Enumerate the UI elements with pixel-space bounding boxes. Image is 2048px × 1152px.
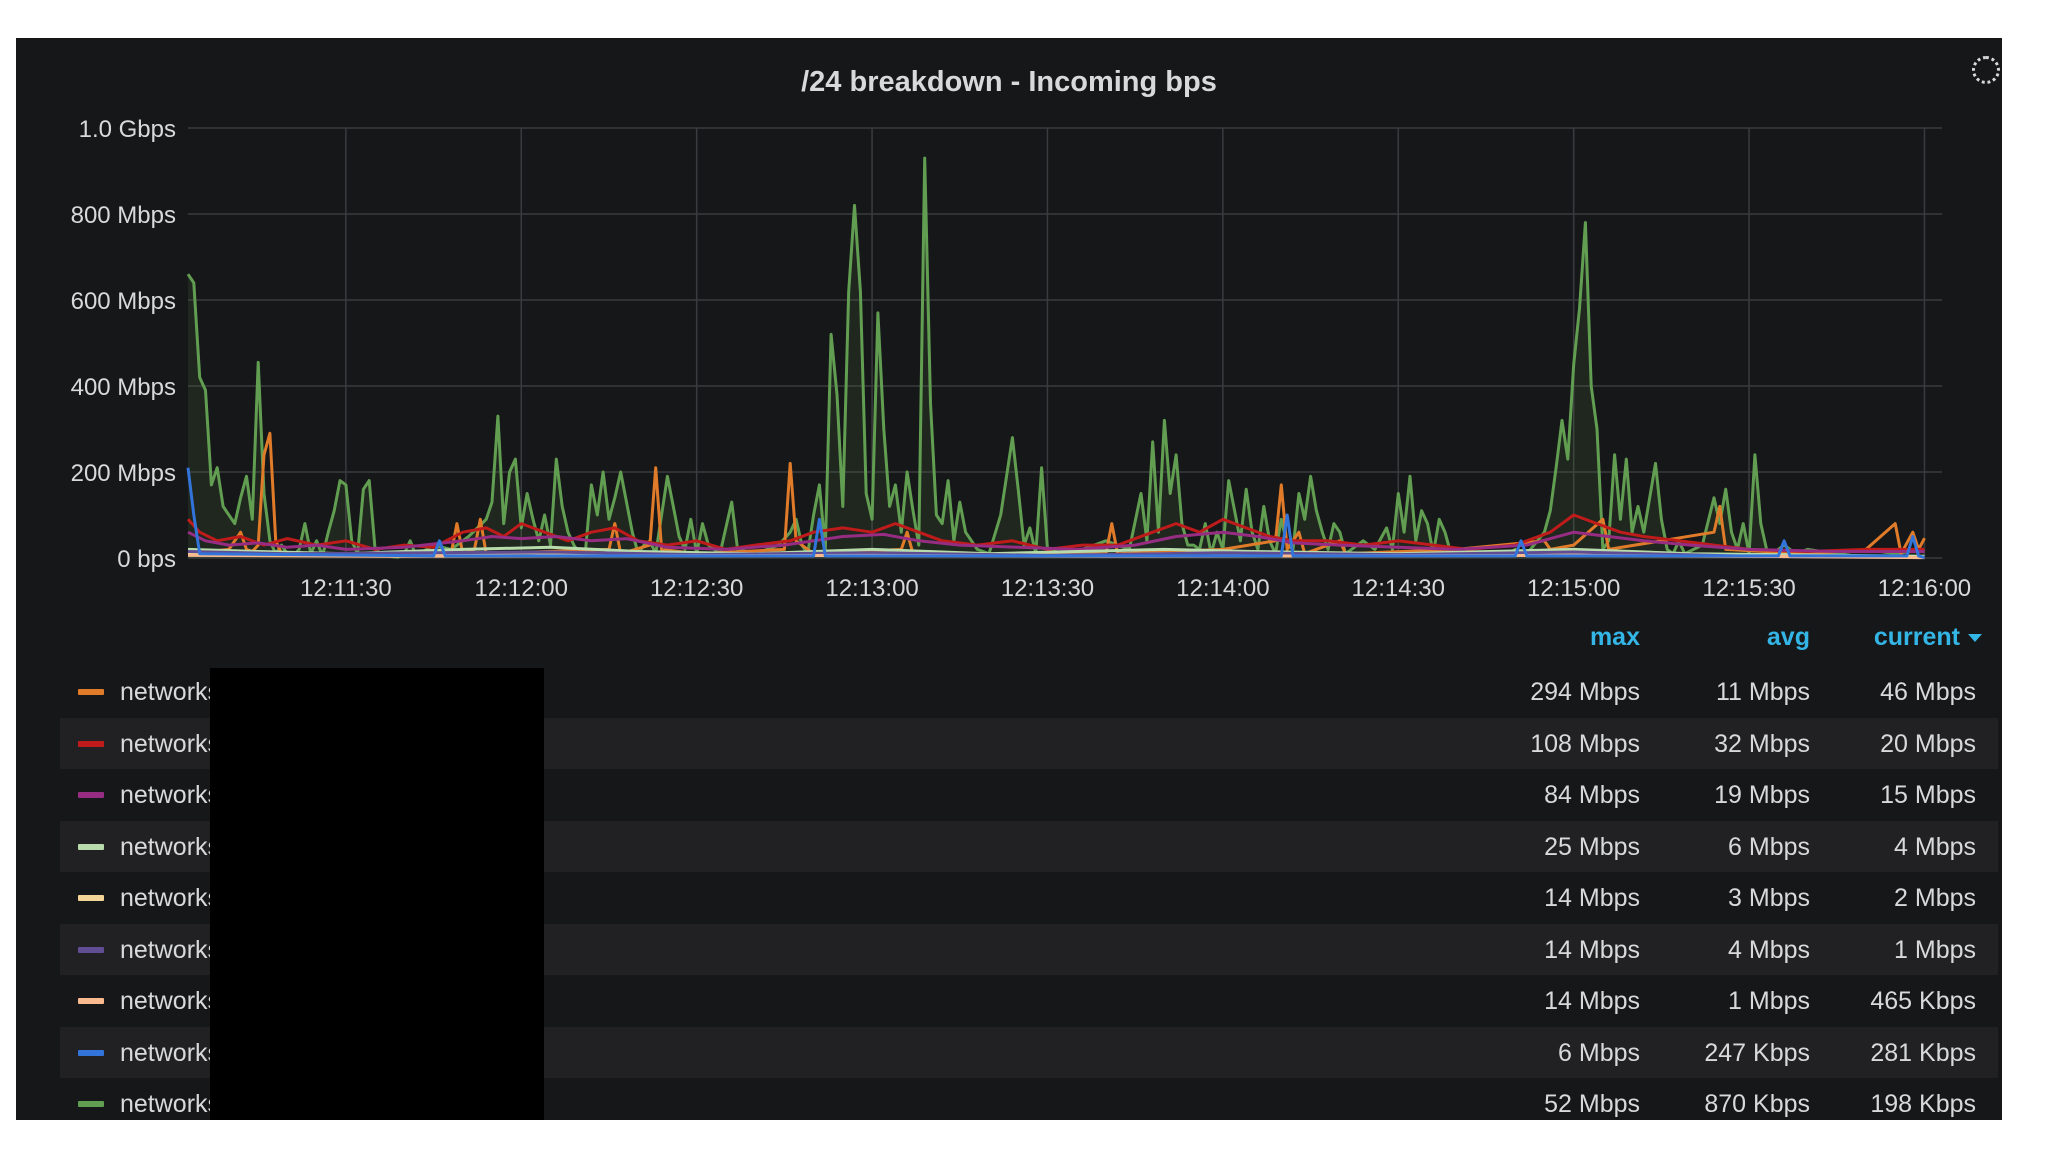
legend-max-value: 14 Mbps: [1544, 935, 1640, 964]
legend-header-avg-label: avg: [1766, 623, 1810, 651]
legend-avg-value: 19 Mbps: [1714, 781, 1810, 809]
legend-max-value: 25 Mbps: [1544, 832, 1640, 861]
legend-max-value: 14 Mbps: [1544, 884, 1640, 912]
x-tick-label: 12:13:00: [825, 575, 918, 602]
series-line-6[interactable]: [187, 550, 1925, 560]
x-tick-label: 12:13:30: [1001, 575, 1094, 602]
line-chart: 0 bps 200 Mbps 400 Mbps 600 Mbps 800 Mbps 1.0…: [71, 116, 1972, 602]
legend-avg-value: 3 Mbps: [1728, 884, 1810, 912]
series-label[interactable]: networks: [120, 987, 221, 1015]
legend-header-avg[interactable]: avg: [1630, 623, 1810, 663]
legend-row[interactable]: networks 294 Mbps 11 Mbps 46 Mbps: [60, 666, 1998, 718]
legend-header-current-label: current: [1873, 623, 1960, 651]
legend-header-max[interactable]: max: [1460, 623, 1640, 663]
legend-current-value: 198 Kbps: [1870, 1090, 1976, 1118]
series-line-0[interactable]: [186, 156, 1925, 559]
legend-header-max-label: max: [1589, 623, 1640, 651]
x-tick-label: 12:11:30: [300, 575, 392, 602]
legend-current-value: 15 Mbps: [1880, 781, 1976, 809]
legend-max-value: 84 Mbps: [1544, 781, 1640, 809]
y-tick-label: 0 bps: [117, 546, 176, 573]
graph-panel: /24 breakdown - Incoming bps 0 bps 200 Mb…: [16, 38, 2002, 1120]
panel-title: /24 breakdown - Incoming bps: [801, 66, 1217, 98]
series-line-3[interactable]: [187, 530, 1925, 553]
series-label[interactable]: networks: [120, 935, 221, 964]
x-tick-label: 12:14:00: [1176, 575, 1269, 602]
legend-avg-value: 870 Kbps: [1704, 1090, 1810, 1118]
x-tick-label: 12:15:30: [1702, 575, 1795, 602]
x-tick-label: 12:16:00: [1878, 575, 1971, 602]
loading-spinner-icon: [1972, 56, 2000, 84]
series-label[interactable]: networks: [120, 781, 221, 809]
legend-current-value: 281 Kbps: [1870, 1038, 1976, 1067]
series-color-swatch[interactable]: [78, 689, 104, 695]
legend-max-value: 6 Mbps: [1558, 1038, 1640, 1067]
sort-caret-icon: [1968, 634, 1982, 643]
legend-row[interactable]: networks 52 Mbps 870 Kbps 198 Kbps: [60, 1078, 1998, 1120]
legend-max-value: 52 Mbps: [1544, 1090, 1640, 1118]
series-color-swatch[interactable]: [78, 1101, 104, 1107]
series-label[interactable]: networks: [120, 729, 221, 758]
legend-current-value: 2 Mbps: [1894, 884, 1976, 912]
series-color-swatch[interactable]: [78, 792, 104, 798]
y-tick-label: 800 Mbps: [71, 202, 176, 229]
legend-current-value: 465 Kbps: [1870, 987, 1976, 1015]
legend-row[interactable]: networks 84 Mbps 19 Mbps 15 Mbps: [60, 769, 1998, 821]
series-color-swatch[interactable]: [78, 1049, 104, 1056]
legend-max-value: 294 Mbps: [1530, 678, 1640, 706]
legend-max-value: 14 Mbps: [1544, 987, 1640, 1015]
series-area-0: [188, 158, 1925, 558]
legend-current-value: 20 Mbps: [1880, 729, 1976, 758]
redaction-block: [210, 668, 544, 1120]
series-color-swatch[interactable]: [78, 843, 104, 850]
series-label[interactable]: networks: [120, 884, 221, 912]
series-color-swatch[interactable]: [78, 740, 104, 747]
series-color-swatch[interactable]: [78, 895, 104, 901]
legend-avg-value: 11 Mbps: [1715, 678, 1810, 706]
legend-row[interactable]: networks 14 Mbps 3 Mbps 2 Mbps: [60, 872, 1998, 924]
legend-max-value: 108 Mbps: [1530, 729, 1640, 758]
series-label[interactable]: networks: [120, 832, 221, 861]
series-color-swatch[interactable]: [78, 998, 104, 1004]
legend-avg-value: 32 Mbps: [1714, 729, 1810, 758]
series-label[interactable]: networks: [120, 678, 221, 706]
legend-avg-value: 6 Mbps: [1728, 832, 1810, 861]
legend-avg-value: 247 Kbps: [1704, 1038, 1810, 1067]
x-tick-label: 12:12:00: [475, 575, 568, 602]
x-tick-label: 12:14:30: [1352, 575, 1445, 602]
x-tick-label: 12:15:00: [1527, 575, 1620, 602]
y-tick-label: 400 Mbps: [71, 374, 176, 401]
legend-avg-value: 4 Mbps: [1728, 935, 1810, 964]
series-line-8[interactable]: [186, 467, 1925, 560]
y-tick-label: 200 Mbps: [71, 460, 176, 487]
legend-current-value: 1 Mbps: [1894, 935, 1976, 964]
legend-avg-value: 1 Mbps: [1728, 987, 1810, 1015]
legend-current-value: 46 Mbps: [1880, 678, 1976, 706]
x-tick-label: 12:12:30: [650, 575, 743, 602]
legend-current-value: 4 Mbps: [1894, 832, 1976, 861]
series-line-2[interactable]: [186, 513, 1925, 553]
series-label[interactable]: networks: [120, 1090, 221, 1118]
series-color-swatch[interactable]: [78, 946, 104, 953]
y-tick-label: 1.0 Gbps: [79, 116, 176, 143]
legend-row[interactable]: networks 14 Mbps 1 Mbps 465 Kbps: [60, 975, 1998, 1027]
legend-header-current[interactable]: current: [1782, 623, 1982, 663]
series-label[interactable]: networks: [120, 1038, 221, 1067]
y-tick-label: 600 Mbps: [71, 288, 176, 315]
